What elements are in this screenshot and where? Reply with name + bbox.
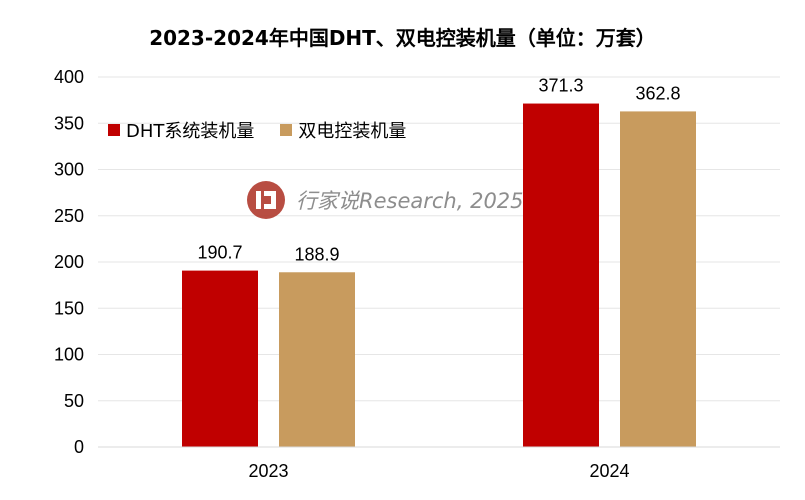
legend-item-dht: DHT系统装机量 [108,117,254,143]
y-tick-label: 150 [54,298,84,318]
y-tick-label: 300 [54,160,84,180]
bar-2024-series-1 [620,111,696,447]
data-label-2023-series-1: 188.9 [294,244,339,264]
data-label-2024-series-1: 362.8 [635,83,680,103]
y-tick-label: 350 [54,113,84,133]
bar-2023-series-1 [279,272,355,447]
x-tick-label-2023: 2023 [248,461,288,481]
y-tick-label: 250 [54,206,84,226]
legend-swatch-dual-control [280,124,293,136]
y-tick-label: 0 [74,437,84,457]
data-label-2023-series-0: 190.7 [197,243,242,263]
x-axis: 2023 2024 [98,446,780,481]
legend-swatch-dht [108,124,120,136]
bars [182,103,696,448]
legend-label-dual-control: 双电控装机量 [298,121,407,142]
y-tick-label: 200 [54,252,84,272]
chart-title: 2023-2024年中国DHT、双电控装机量（单位：万套） [149,26,656,50]
legend: DHT系统装机量 双电控装机量 [108,117,432,143]
legend-label-dht: DHT系统装机量 [126,121,255,142]
y-tick-label: 400 [54,67,84,87]
bar-2023-series-0 [182,270,258,447]
y-axis: 0 50 100 150 200 250 300 350 400 [54,67,84,457]
legend-item-dual-control: 双电控装机量 [280,117,406,143]
data-labels: 190.7 188.9 371.3 362.8 [197,76,680,265]
y-tick-label: 100 [54,345,84,365]
y-tick-label: 50 [64,391,84,411]
bar-2024-series-0 [523,103,599,448]
hangjiashuo-logo-icon [247,181,285,219]
watermark: 行家说Research, 2025 [246,180,524,220]
watermark-text: 行家说Research, 2025 [296,189,524,213]
data-label-2024-series-0: 371.3 [538,76,583,96]
x-tick-label-2024: 2024 [589,461,629,481]
